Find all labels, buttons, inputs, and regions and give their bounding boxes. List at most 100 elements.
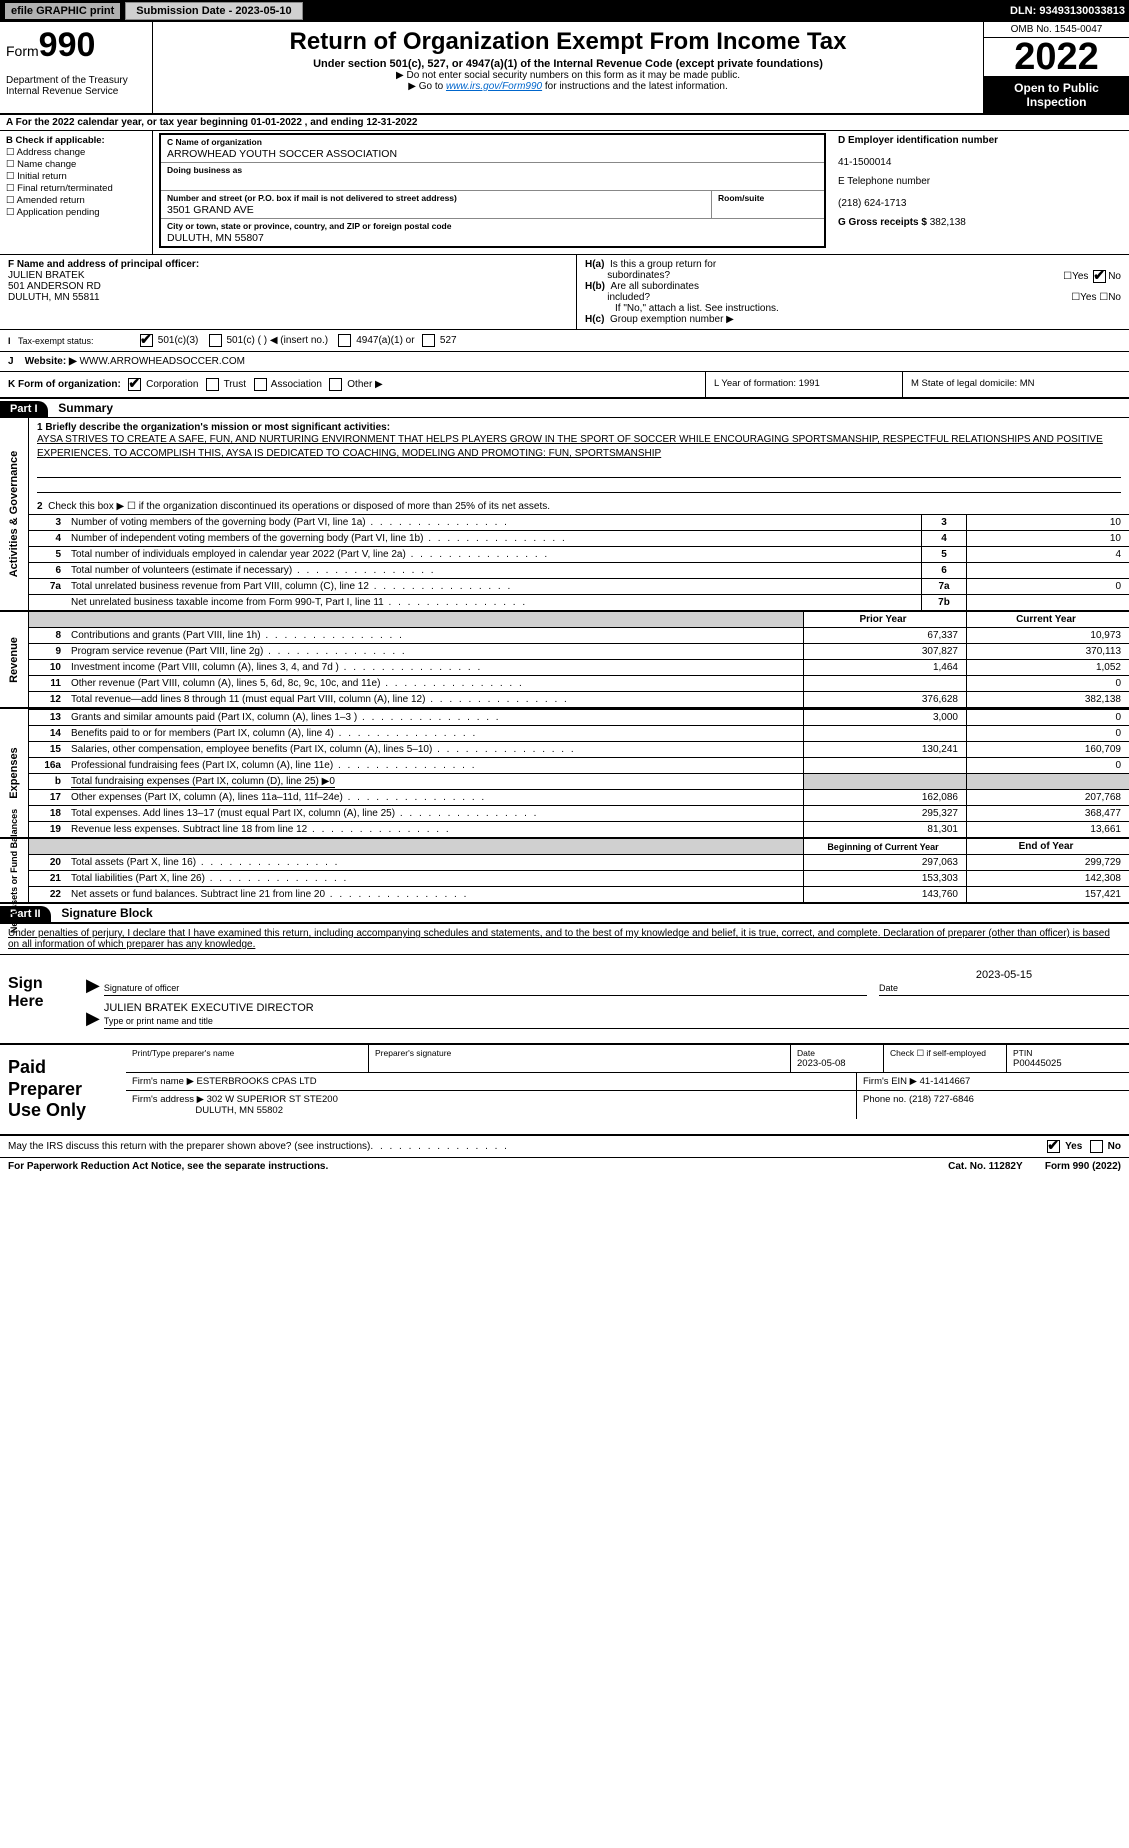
f-label: F Name and address of principal officer: bbox=[8, 259, 199, 270]
website-label: Website: ▶ bbox=[25, 356, 77, 367]
table-row: 18Total expenses. Add lines 13–17 (must … bbox=[29, 806, 1129, 822]
street-address: 3501 GRAND AVE bbox=[167, 204, 254, 216]
part2-title: Signature Block bbox=[53, 904, 160, 922]
form-word: Form bbox=[6, 43, 39, 59]
org-name: ARROWHEAD YOUTH SOCCER ASSOCIATION bbox=[167, 148, 397, 160]
chk-4947[interactable] bbox=[338, 334, 351, 347]
chk-501c3[interactable] bbox=[140, 334, 153, 347]
ein-value: 41-1500014 bbox=[838, 157, 891, 168]
efile-label: efile GRAPHIC print bbox=[4, 2, 121, 20]
side-net: Net Assets or Fund Balances bbox=[9, 808, 19, 932]
hdr-begin: Beginning of Current Year bbox=[804, 839, 967, 855]
pp-name-label: Print/Type preparer's name bbox=[132, 1048, 362, 1058]
line2-text: Check this box ▶ ☐ if the organization d… bbox=[48, 501, 550, 512]
chk-527[interactable] bbox=[422, 334, 435, 347]
arrow-icon: ▶ bbox=[86, 1008, 100, 1029]
irs-link[interactable]: www.irs.gov/Form990 bbox=[446, 81, 542, 92]
officer-addr2: DULUTH, MN 55811 bbox=[8, 292, 100, 303]
chk-no[interactable] bbox=[1090, 1140, 1103, 1153]
side-rev: Revenue bbox=[8, 637, 20, 683]
may-irs-row: May the IRS discuss this return with the… bbox=[0, 1136, 1129, 1158]
firm-phone: (218) 727-6846 bbox=[909, 1094, 974, 1105]
sig-officer-label: Signature of officer bbox=[104, 983, 179, 993]
hdr-curr: Current Year bbox=[967, 612, 1129, 628]
chk-final-return[interactable]: ☐ Final return/terminated bbox=[6, 183, 146, 194]
cat-no: Cat. No. 11282Y bbox=[948, 1161, 1022, 1172]
submission-date-button[interactable]: Submission Date - 2023-05-10 bbox=[125, 2, 302, 20]
date-label: Date bbox=[879, 983, 898, 993]
tax-status-row: I Tax-exempt status: 501(c)(3) 501(c) ( … bbox=[0, 330, 1129, 352]
officer-addr1: 501 ANDERSON RD bbox=[8, 281, 101, 292]
chk-name-change[interactable]: ☐ Name change bbox=[6, 159, 146, 170]
check-b-title: B Check if applicable: bbox=[6, 135, 105, 146]
table-row: 13Grants and similar amounts paid (Part … bbox=[29, 710, 1129, 726]
tax-year: 2022 bbox=[984, 38, 1129, 77]
sign-here-section: Sign Here ▶ Signature of officer 2023-05… bbox=[0, 955, 1129, 1043]
chk-address-change[interactable]: ☐ Address change bbox=[6, 147, 146, 158]
side-exp: Expenses bbox=[8, 747, 20, 798]
firm-ein: 41-1414667 bbox=[920, 1076, 971, 1087]
sig-date: 2023-05-15 bbox=[879, 969, 1129, 983]
table-row: Net unrelated business taxable income fr… bbox=[29, 595, 1129, 611]
table-row: 11Other revenue (Part VIII, column (A), … bbox=[29, 676, 1129, 692]
chk-corporation[interactable] bbox=[128, 378, 141, 391]
chk-amended[interactable]: ☐ Amended return bbox=[6, 195, 146, 206]
hc-row: H(c) Group exemption number ▶ bbox=[585, 314, 1121, 325]
chk-initial-return[interactable]: ☐ Initial return bbox=[6, 171, 146, 182]
blank-line bbox=[37, 465, 1121, 478]
pp-sig-label: Preparer's signature bbox=[375, 1048, 784, 1058]
chk-app-pending[interactable]: ☐ Application pending bbox=[6, 207, 146, 218]
city-label: City or town, state or province, country… bbox=[167, 221, 451, 231]
firm-ein-label: Firm's EIN ▶ bbox=[863, 1076, 917, 1087]
revenue-table: Prior Year Current Year 8Contributions a… bbox=[29, 612, 1129, 707]
chk-501c[interactable] bbox=[209, 334, 222, 347]
dba-label: Doing business as bbox=[167, 165, 242, 175]
ssn-note: ▶ Do not enter social security numbers o… bbox=[157, 70, 979, 81]
chk-association[interactable] bbox=[254, 378, 267, 391]
goto-pre: ▶ Go to bbox=[408, 81, 446, 92]
mission-text: AYSA STRIVES TO CREATE A SAFE, FUN, AND … bbox=[37, 434, 1103, 459]
paid-prep-label: Paid Preparer Use Only bbox=[0, 1045, 126, 1134]
chk-other[interactable] bbox=[329, 378, 342, 391]
typed-name: JULIEN BRATEK EXECUTIVE DIRECTOR bbox=[104, 1002, 1129, 1016]
table-row: 21Total liabilities (Part X, line 26)153… bbox=[29, 871, 1129, 887]
g-label: G Gross receipts $ bbox=[838, 217, 927, 228]
firm-addr: 302 W SUPERIOR ST STE200 bbox=[207, 1094, 338, 1105]
city-value: DULUTH, MN 55807 bbox=[167, 232, 264, 244]
pra-notice: For Paperwork Reduction Act Notice, see … bbox=[8, 1161, 328, 1172]
gov-section: Activities & Governance 1 Briefly descri… bbox=[0, 418, 1129, 612]
chk-yes[interactable] bbox=[1047, 1140, 1060, 1153]
name-address-box: C Name of organization ARROWHEAD YOUTH S… bbox=[159, 133, 826, 248]
table-row: 20Total assets (Part X, line 16)297,0632… bbox=[29, 855, 1129, 871]
signature-block: Under penalties of perjury, I declare th… bbox=[0, 922, 1129, 1158]
phone-value: (218) 624-1713 bbox=[838, 198, 906, 209]
table-row: 7aTotal unrelated business revenue from … bbox=[29, 579, 1129, 595]
goto-post: for instructions and the latest informat… bbox=[542, 81, 728, 92]
officer-name: JULIEN BRATEK bbox=[8, 270, 85, 281]
hb-note: If "No," attach a list. See instructions… bbox=[585, 303, 1121, 314]
addr-label: Number and street (or P.O. box if mail i… bbox=[167, 193, 457, 203]
netassets-table: Beginning of Current Year End of Year 20… bbox=[29, 839, 1129, 902]
hb-row: H(b) Are all subordinates included? ☐Yes… bbox=[585, 281, 1121, 303]
ha-no-checkbox[interactable] bbox=[1093, 270, 1106, 283]
dept-treasury: Department of the Treasury Internal Reve… bbox=[6, 65, 146, 97]
pp-date: 2023-05-08 bbox=[797, 1058, 846, 1069]
form-subtitle: Under section 501(c), 527, or 4947(a)(1)… bbox=[157, 58, 979, 70]
side-gov: Activities & Governance bbox=[8, 451, 20, 578]
table-row: 17Other expenses (Part IX, column (A), l… bbox=[29, 790, 1129, 806]
table-row: 9Program service revenue (Part VIII, lin… bbox=[29, 644, 1129, 660]
form-title: Return of Organization Exempt From Incom… bbox=[157, 28, 979, 56]
hdr-end: End of Year bbox=[967, 839, 1129, 855]
firm-name: ESTERBROOKS CPAS LTD bbox=[197, 1076, 317, 1087]
mission-block: 1 Briefly describe the organization's mi… bbox=[29, 418, 1129, 463]
table-row: 3Number of voting members of the governi… bbox=[29, 515, 1129, 531]
table-row: 4Number of independent voting members of… bbox=[29, 531, 1129, 547]
expenses-section: Expenses 13Grants and similar amounts pa… bbox=[0, 709, 1129, 839]
typed-label: Type or print name and title bbox=[104, 1016, 213, 1026]
k-label: K Form of organization: bbox=[8, 379, 121, 390]
table-row: 14Benefits paid to or for members (Part … bbox=[29, 726, 1129, 742]
state-domicile: M State of legal domicile: MN bbox=[903, 372, 1129, 397]
chk-trust[interactable] bbox=[206, 378, 219, 391]
table-row: 19Revenue less expenses. Subtract line 1… bbox=[29, 822, 1129, 838]
efile-topbar: efile GRAPHIC print Submission Date - 20… bbox=[0, 0, 1129, 22]
